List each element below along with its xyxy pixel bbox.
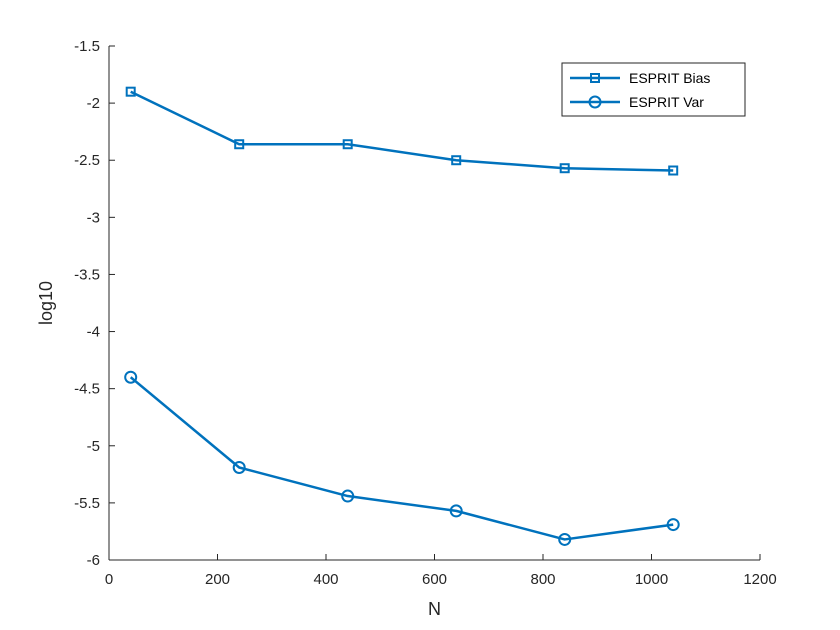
legend-marker <box>590 73 600 83</box>
y-tick-label: -2.5 <box>74 152 100 169</box>
y-tick-label: -3.5 <box>74 266 100 283</box>
legend-entry: ESPRIT Var <box>629 94 704 110</box>
y-tick-label: -6 <box>87 552 100 569</box>
y-tick-label: -3 <box>87 209 100 226</box>
y-tick-label: -4.5 <box>74 381 100 398</box>
data-point <box>234 139 245 150</box>
x-tick-label: 600 <box>422 571 447 588</box>
plot-background <box>109 46 760 560</box>
x-axis-label: N <box>428 599 441 619</box>
x-tick-label: 1000 <box>635 571 668 588</box>
series-bias <box>125 86 679 176</box>
x-tick-label: 0 <box>105 571 113 588</box>
data-point <box>666 518 680 532</box>
data-point <box>124 370 138 384</box>
y-tick-label: -5 <box>87 438 100 455</box>
y-tick-label: -1.5 <box>74 38 100 55</box>
series-var <box>124 370 680 546</box>
legend-marker <box>588 95 602 109</box>
data-point <box>559 163 570 174</box>
x-tick-label: 200 <box>205 571 230 588</box>
y-axis-label: log10 <box>36 281 56 325</box>
data-point <box>342 139 353 150</box>
data-point <box>449 504 463 518</box>
series-group <box>124 86 680 546</box>
data-point <box>451 155 462 166</box>
series-line <box>129 376 674 541</box>
series-line <box>130 90 674 172</box>
data-point <box>341 489 355 503</box>
data-point <box>668 165 679 176</box>
data-point <box>125 86 136 97</box>
y-tick-label: -2 <box>87 95 100 112</box>
x-tick-label: 400 <box>313 571 338 588</box>
x-tick-label: 800 <box>530 571 555 588</box>
legend: ESPRIT Bias ESPRIT Var <box>561 62 746 117</box>
data-point <box>558 532 572 546</box>
legend-entry: ESPRIT Bias <box>629 70 710 86</box>
y-tick-label: -4 <box>87 324 100 341</box>
data-point <box>232 460 246 474</box>
axes: 0 200 400 600 800 1000 1200 -6 -5.5 -5 -4.5 -4 -3.5 -… <box>36 38 777 619</box>
y-tick-label: -5.5 <box>74 495 100 512</box>
x-tick-label: 1200 <box>743 571 776 588</box>
